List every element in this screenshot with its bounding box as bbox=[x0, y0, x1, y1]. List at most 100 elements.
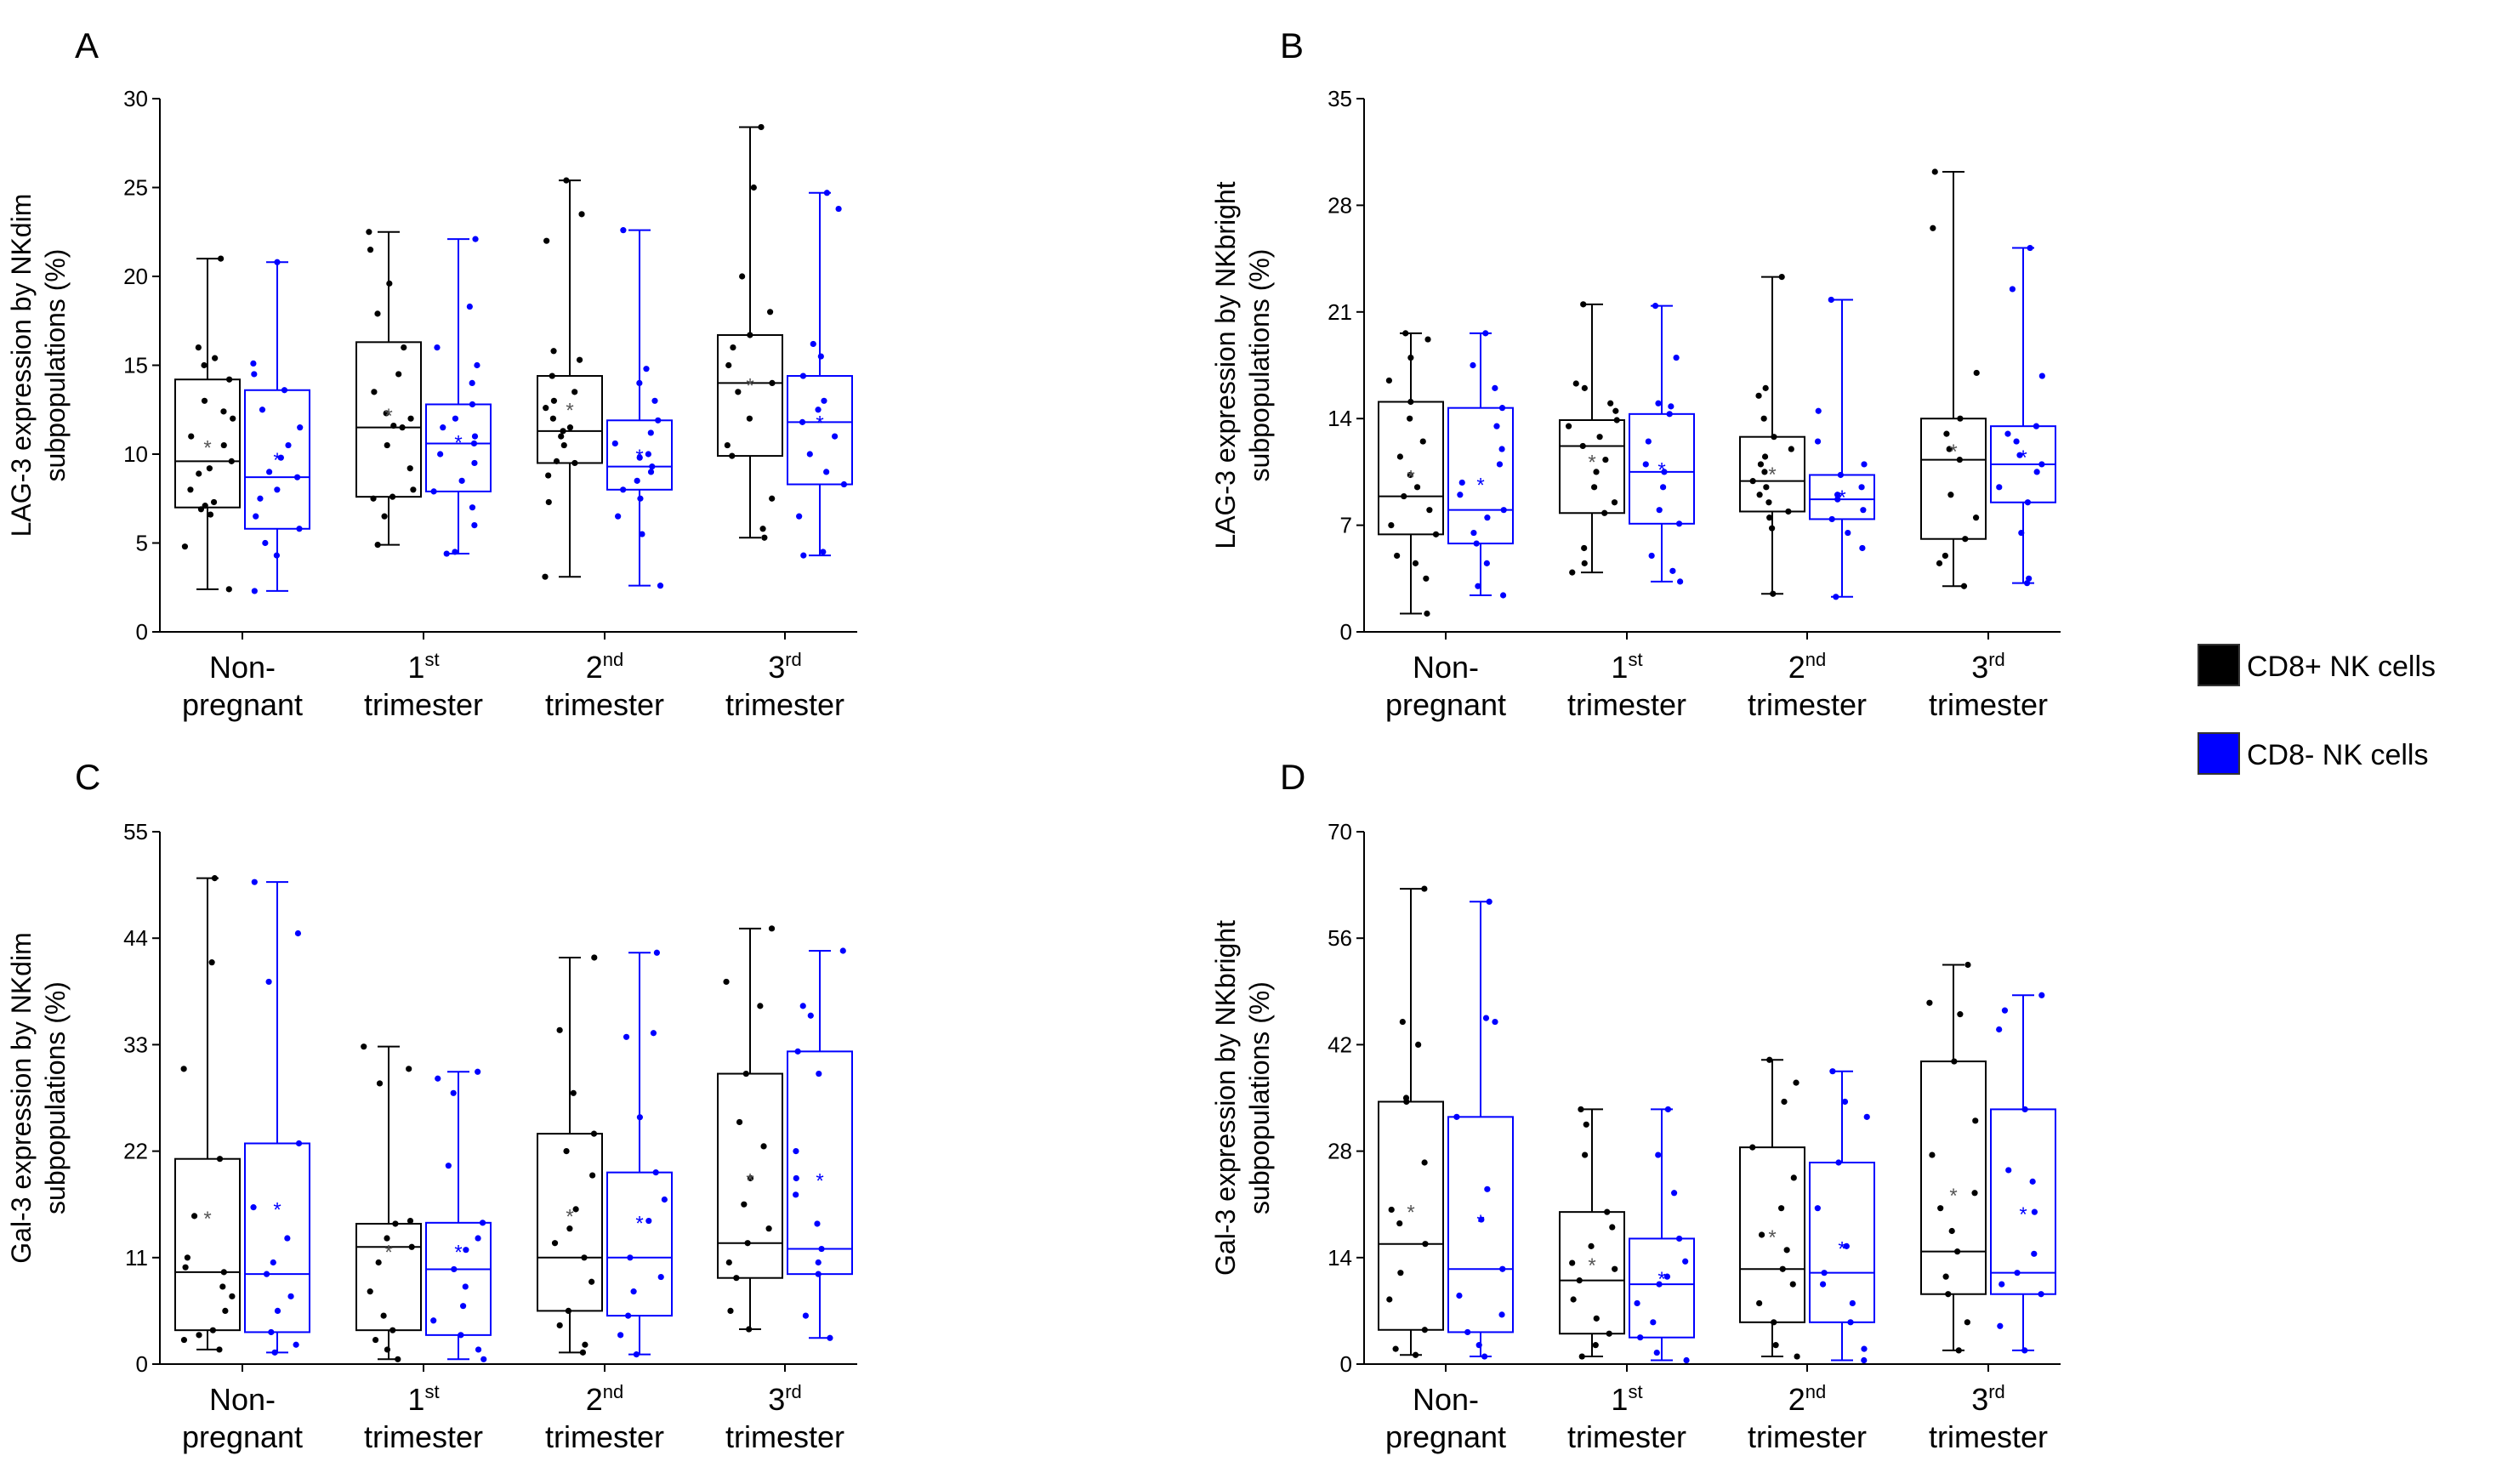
data-point bbox=[1655, 400, 1662, 407]
box-cd8pos-2: * bbox=[1739, 1056, 1805, 1360]
data-point bbox=[1771, 434, 1777, 441]
data-point bbox=[1955, 1347, 1962, 1354]
data-point bbox=[581, 1254, 588, 1261]
data-point bbox=[206, 465, 213, 472]
data-point bbox=[225, 586, 232, 593]
data-point bbox=[395, 371, 402, 378]
data-point bbox=[1789, 1281, 1796, 1288]
data-point bbox=[1482, 1015, 1490, 1021]
data-point bbox=[2018, 529, 2025, 537]
data-point bbox=[271, 1349, 278, 1356]
data-point bbox=[212, 355, 219, 361]
data-point bbox=[180, 1336, 188, 1344]
data-point bbox=[1486, 898, 1492, 905]
mean-marker: * bbox=[2019, 1203, 2027, 1226]
x-group-label-sup: st bbox=[424, 649, 439, 670]
y-axis-label: LAG-3 expression by NKbright subpopulatio… bbox=[1210, 181, 1275, 549]
panel-letter: D bbox=[1280, 757, 1305, 797]
box-cd8pos-3: * bbox=[1920, 168, 1987, 589]
x-group-label-main: 2 bbox=[1788, 650, 1805, 685]
box-cd8pos-0: * bbox=[174, 875, 241, 1353]
panel-letter: B bbox=[1280, 26, 1304, 65]
data-point bbox=[1482, 330, 1489, 337]
box-iqr bbox=[1920, 418, 1987, 540]
data-point bbox=[1758, 1231, 1765, 1238]
box-iqr bbox=[1809, 1162, 1875, 1323]
data-point bbox=[1819, 1281, 1827, 1288]
data-point bbox=[647, 469, 655, 475]
data-point bbox=[1766, 515, 1773, 521]
data-point bbox=[443, 550, 450, 557]
data-point bbox=[1499, 592, 1507, 599]
data-point bbox=[287, 1293, 294, 1299]
x-group-label-line2: trimester bbox=[725, 1419, 844, 1454]
data-point bbox=[294, 930, 302, 937]
data-point bbox=[386, 280, 393, 287]
data-point bbox=[1997, 1322, 2004, 1329]
x-group-label-main: 3 bbox=[768, 650, 785, 685]
data-point bbox=[550, 397, 558, 404]
box-cd8pos-2: * bbox=[1739, 273, 1805, 597]
data-point bbox=[372, 1336, 379, 1344]
data-point bbox=[1763, 484, 1770, 491]
data-point bbox=[1498, 1311, 1505, 1318]
data-point bbox=[1613, 417, 1620, 424]
data-point bbox=[725, 1259, 732, 1266]
data-point bbox=[730, 344, 736, 351]
data-point bbox=[761, 534, 768, 541]
x-group-label-sup: nd bbox=[603, 649, 623, 670]
y-tick-label: 56 bbox=[1328, 925, 1352, 951]
data-point bbox=[2038, 461, 2045, 468]
data-point bbox=[1948, 1227, 1955, 1235]
data-point bbox=[1565, 423, 1572, 429]
data-point bbox=[1581, 384, 1588, 391]
x-group-label-main: 1 bbox=[407, 650, 424, 685]
box-iqr bbox=[1559, 418, 1625, 515]
data-point bbox=[1677, 578, 1684, 585]
data-point bbox=[1578, 1353, 1585, 1360]
data-point bbox=[1412, 560, 1419, 566]
data-point bbox=[383, 410, 389, 417]
data-point bbox=[479, 1220, 486, 1226]
x-group-label-main: 1 bbox=[407, 1382, 424, 1417]
x-group-label-main: 3 bbox=[768, 1382, 785, 1417]
data-point bbox=[430, 488, 437, 495]
box-iqr bbox=[1447, 1116, 1514, 1333]
data-point bbox=[1926, 999, 1933, 1006]
box-cd8pos-1: * bbox=[355, 229, 422, 549]
y-tick-label: 28 bbox=[1328, 192, 1352, 218]
data-point bbox=[765, 1225, 772, 1232]
data-point bbox=[273, 552, 280, 559]
x-group-label-sup: nd bbox=[603, 1381, 623, 1402]
box-cd8neg-0: * bbox=[1447, 330, 1514, 599]
data-point bbox=[1609, 1224, 1616, 1231]
data-point bbox=[390, 422, 397, 429]
box-cd8neg-0: * bbox=[1447, 898, 1514, 1360]
data-point bbox=[645, 1217, 652, 1225]
mean-marker: * bbox=[1407, 466, 1414, 489]
data-point bbox=[1637, 1334, 1644, 1341]
data-point bbox=[367, 247, 374, 253]
panel-letter: C bbox=[75, 757, 100, 797]
data-point bbox=[1849, 1299, 1856, 1307]
data-point bbox=[207, 511, 214, 518]
data-point bbox=[1834, 496, 1841, 503]
data-point bbox=[1972, 515, 1980, 521]
box-cd8neg-3: * bbox=[1990, 992, 2056, 1354]
panel-d: D Gal-3 expression by NKbright subpopulati… bbox=[1210, 757, 2061, 1454]
data-point bbox=[184, 1254, 191, 1261]
data-point bbox=[817, 353, 824, 360]
data-point bbox=[1399, 1018, 1406, 1026]
data-point bbox=[1660, 484, 1667, 491]
data-point bbox=[1957, 1011, 1964, 1018]
x-group-label-line1: 1st bbox=[1611, 1381, 1642, 1417]
data-point bbox=[556, 1026, 563, 1033]
data-point bbox=[251, 371, 258, 378]
data-point bbox=[820, 549, 827, 555]
x-group-label-sup: st bbox=[424, 1381, 439, 1402]
x-group-label-sup: rd bbox=[785, 1381, 802, 1402]
data-point bbox=[1499, 1265, 1506, 1272]
x-group-label-line2: pregnant bbox=[1385, 1419, 1506, 1454]
data-point bbox=[469, 504, 476, 511]
data-point bbox=[733, 1275, 740, 1282]
